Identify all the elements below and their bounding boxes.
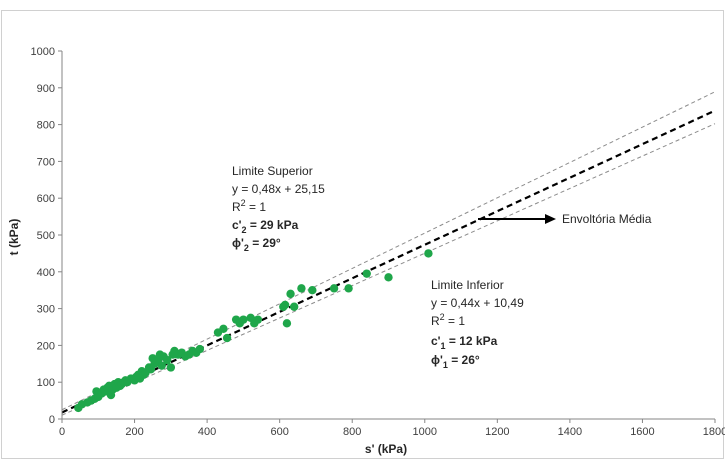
upper-limit-annotation: Limite Superior y = 0,48x + 25,15 R2 = 1… xyxy=(232,164,325,253)
data-points-layer xyxy=(74,249,433,413)
y-tick-label: 300 xyxy=(37,304,55,316)
y-tick-label: 200 xyxy=(37,340,55,352)
y-tick-label: 600 xyxy=(37,193,55,205)
y-tick-label: 1000 xyxy=(31,46,55,58)
data-point xyxy=(157,361,166,370)
data-point xyxy=(239,315,248,324)
upper-limit-r2: R2 = 1 xyxy=(232,198,266,214)
data-point xyxy=(424,249,433,258)
lower-limit-annotation: Limite Inferior y = 0,44x + 10,49 R2 = 1… xyxy=(431,278,524,370)
data-point xyxy=(308,286,317,295)
x-axis-title: s' (kPa) xyxy=(365,442,407,456)
x-tick-label: 1200 xyxy=(485,426,509,438)
x-tick-label: 600 xyxy=(270,426,288,438)
lower-limit-equation: y = 0,44x + 10,49 xyxy=(431,296,524,310)
data-point xyxy=(289,302,299,311)
data-point xyxy=(195,344,205,354)
data-point xyxy=(362,269,371,278)
callout-arrowhead-icon xyxy=(545,214,556,224)
y-tick-label: 800 xyxy=(37,120,55,132)
x-tick-label: 200 xyxy=(125,426,143,438)
x-tick-label: 1400 xyxy=(558,426,582,438)
lower-limit-r2: R2 = 1 xyxy=(431,312,465,328)
x-tick-label: 1800 xyxy=(703,426,725,438)
x-tick-label: 800 xyxy=(343,426,361,438)
data-point xyxy=(384,273,393,282)
y-tick-label: 400 xyxy=(37,267,55,279)
x-ticks-layer: 0 200 400 600 800 1000 1200 1400 1600 1800 xyxy=(59,419,725,438)
upper-limit-title: Limite Superior xyxy=(232,164,313,178)
limit-envelope-line xyxy=(61,123,716,416)
upper-limit-cohesion: c'2 = 29 kPa xyxy=(232,218,299,235)
x-tick-label: 0 xyxy=(59,426,65,438)
data-point xyxy=(222,333,232,343)
y-tick-label: 100 xyxy=(37,377,55,389)
data-point xyxy=(329,284,339,293)
y-tick-label: 500 xyxy=(37,230,55,242)
mean-envelope-callout: Envoltória Média xyxy=(478,212,652,226)
mean-envelope-label: Envoltória Média xyxy=(562,212,652,226)
x-tick-label: 1600 xyxy=(630,426,654,438)
data-point xyxy=(163,355,172,365)
data-point xyxy=(282,319,292,328)
x-tick-label: 400 xyxy=(198,426,216,438)
upper-limit-equation: y = 0,48x + 25,15 xyxy=(232,182,325,196)
data-point xyxy=(253,315,263,324)
data-point xyxy=(344,284,353,293)
data-point xyxy=(219,324,228,334)
y-tick-label: 900 xyxy=(37,83,55,95)
y-axis-title: t (kPa) xyxy=(7,219,21,256)
lower-limit-friction-angle: ϕ'1 = 26° xyxy=(431,353,480,370)
lower-limit-title: Limite Inferior xyxy=(431,278,504,292)
lower-limit-cohesion: c'1 = 12 kPa xyxy=(431,334,498,351)
data-point xyxy=(280,300,290,310)
upper-limit-friction-angle: ϕ'2 = 29° xyxy=(232,236,281,253)
y-tick-label: 0 xyxy=(49,414,55,426)
data-point xyxy=(297,284,306,293)
x-tick-label: 1000 xyxy=(413,426,437,438)
y-ticks-layer: 0 100 200 300 400 500 600 700 800 900 1000 xyxy=(31,46,62,426)
data-point xyxy=(166,363,176,372)
chart-frame xyxy=(1,10,724,459)
y-tick-label: 700 xyxy=(37,156,55,168)
data-point xyxy=(286,289,295,299)
